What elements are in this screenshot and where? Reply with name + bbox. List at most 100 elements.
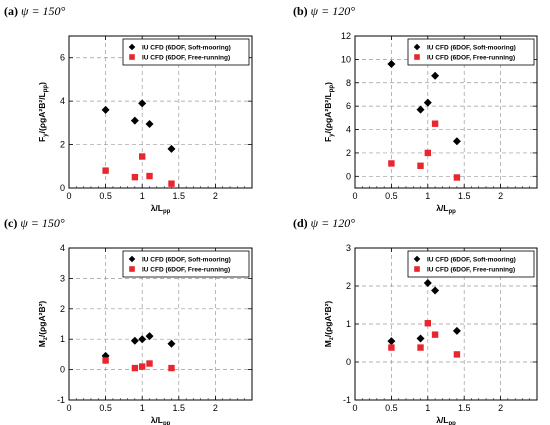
- data-point-diamond: [167, 339, 176, 348]
- data-point-diamond: [145, 332, 154, 341]
- data-point-diamond: [138, 99, 147, 108]
- legend-entry: IU CFD (6DOF, Free-running): [427, 266, 515, 273]
- x-tick-label: 1: [140, 191, 145, 201]
- data-point-square: [139, 153, 146, 160]
- legend-entry: IU CFD (6DOF, Free-running): [142, 54, 230, 61]
- y-tick-label: 8: [346, 78, 351, 88]
- x-axis-label: λ/Lpp: [436, 203, 456, 215]
- y-tick-label: 3: [346, 243, 351, 253]
- chart-panel-d: (d) ψ = 120°0 0.5 1 1.5 2-10123λ/LppMz/(ρgA²…: [293, 216, 538, 425]
- legend-marker-square: [414, 266, 420, 272]
- data-point-square: [131, 173, 139, 181]
- x-tick-label: 0: [352, 191, 357, 201]
- data-point-square: [146, 360, 153, 367]
- y-axis-label-sub: z: [329, 337, 335, 340]
- data-point-square: [453, 351, 461, 358]
- x-tick-label: 0.5: [385, 403, 398, 413]
- y-axis-label: Mz/(ρgA²B²): [323, 301, 335, 348]
- data-point-diamond: [130, 116, 139, 125]
- data-point-square: [424, 149, 431, 157]
- data-point-square: [431, 331, 439, 338]
- y-tick-label: 0: [346, 171, 351, 181]
- y-axis-label-rest: /(ρgA²B²/L: [323, 92, 333, 133]
- chart-panel-b: (b) ψ = 120°0 0.5 1 1.5 2024681012λ/LppFy/(ρ…: [293, 4, 538, 215]
- series-soft-mooring: [387, 278, 461, 346]
- data-point-diamond: [452, 326, 461, 335]
- series-free-running: [388, 320, 461, 358]
- data-point-diamond: [423, 98, 432, 107]
- data-point-diamond: [416, 334, 425, 343]
- series-soft-mooring: [101, 99, 176, 153]
- legend-marker-diamond: [413, 255, 421, 263]
- y-axis-label: Fy/(ρgA²B²/Lpp): [323, 82, 335, 142]
- y-tick-label: 1: [346, 319, 351, 329]
- y-axis-label-rest: /(ρgA²B²: [37, 303, 47, 337]
- y-axis-label-sub: y: [43, 133, 49, 137]
- panel-psi: ψ = 120°: [311, 216, 356, 230]
- y-axis-label-end: ): [323, 301, 333, 304]
- data-point-square: [131, 364, 139, 372]
- legend-marker-diamond: [413, 43, 421, 51]
- x-tick-label: 2: [213, 191, 218, 201]
- data-point-diamond: [145, 119, 154, 128]
- x-tick-label: 0: [66, 403, 71, 413]
- data-point-square: [139, 363, 146, 370]
- x-axis-label: λ/Lpp: [151, 203, 171, 215]
- data-point-square: [417, 344, 424, 351]
- panel-label: (a): [4, 4, 21, 18]
- legend-marker-square: [414, 54, 420, 60]
- x-axis-label-main: λ/L: [151, 203, 163, 213]
- x-tick-label: 0.5: [385, 191, 398, 201]
- y-tick-label: 10: [341, 54, 351, 64]
- y-axis-label-main: F: [37, 137, 47, 142]
- data-point-diamond: [423, 278, 432, 287]
- panel-psi: ψ = 150°: [21, 4, 66, 18]
- legend: IU CFD (6DOF, Soft-mooring) IU CFD (6DOF,…: [407, 38, 535, 66]
- y-tick-label: 12: [341, 31, 351, 41]
- legend-marker-square: [129, 54, 135, 60]
- legend-entry: IU CFD (6DOF, Free-running): [142, 266, 230, 273]
- data-point-square: [388, 160, 395, 167]
- series-free-running: [102, 153, 175, 187]
- data-point-square: [431, 120, 439, 127]
- data-point-square: [102, 357, 109, 364]
- x-axis-label-main: λ/L: [436, 415, 448, 425]
- y-tick-label: 6: [60, 53, 65, 63]
- y-tick-label: 2: [60, 140, 65, 150]
- y-tick-label: 0: [346, 357, 351, 367]
- panel-title: (c) ψ = 150°: [4, 216, 65, 230]
- data-point-diamond: [387, 337, 396, 346]
- y-axis-label-main: M: [323, 340, 333, 347]
- data-point-square: [168, 364, 175, 372]
- x-tick-label: 0: [352, 403, 357, 413]
- x-tick-label: 1.5: [173, 191, 186, 201]
- y-tick-label: 4: [60, 243, 65, 253]
- panel-psi: ψ = 120°: [311, 4, 356, 18]
- legend-entry: IU CFD (6DOF, Soft-mooring): [142, 44, 231, 51]
- y-axis-label-end: ): [323, 82, 333, 85]
- legend-marker-diamond: [128, 255, 136, 263]
- data-point-diamond: [452, 137, 461, 146]
- x-tick-label: 0.5: [99, 191, 112, 201]
- data-point-diamond: [101, 105, 110, 114]
- x-axis-label-main: λ/L: [151, 415, 163, 425]
- data-point-square: [453, 174, 461, 181]
- y-axis-label: Mz/(ρgA²B²): [37, 301, 49, 348]
- panel-title: (b) ψ = 120°: [293, 4, 355, 18]
- y-tick-label: 2: [346, 148, 351, 158]
- legend-box: [407, 250, 535, 278]
- x-axis-label: λ/Lpp: [436, 415, 456, 425]
- data-point-square: [146, 172, 153, 180]
- x-tick-label: 1.5: [173, 403, 186, 413]
- x-tick-label: 0: [66, 191, 71, 201]
- legend-entry: IU CFD (6DOF, Soft-mooring): [427, 44, 516, 51]
- panel-title: (d) ψ = 120°: [293, 216, 355, 230]
- x-tick-label: 1: [425, 191, 430, 201]
- x-axis-label-sub: pp: [163, 421, 171, 425]
- x-axis-label: λ/Lpp: [151, 415, 171, 425]
- y-axis-label-sub2: pp: [329, 85, 335, 93]
- y-axis-label-sub: z: [43, 337, 49, 340]
- x-axis-label-sub: pp: [448, 209, 456, 215]
- data-point-diamond: [416, 105, 425, 114]
- series-soft-mooring: [387, 60, 461, 146]
